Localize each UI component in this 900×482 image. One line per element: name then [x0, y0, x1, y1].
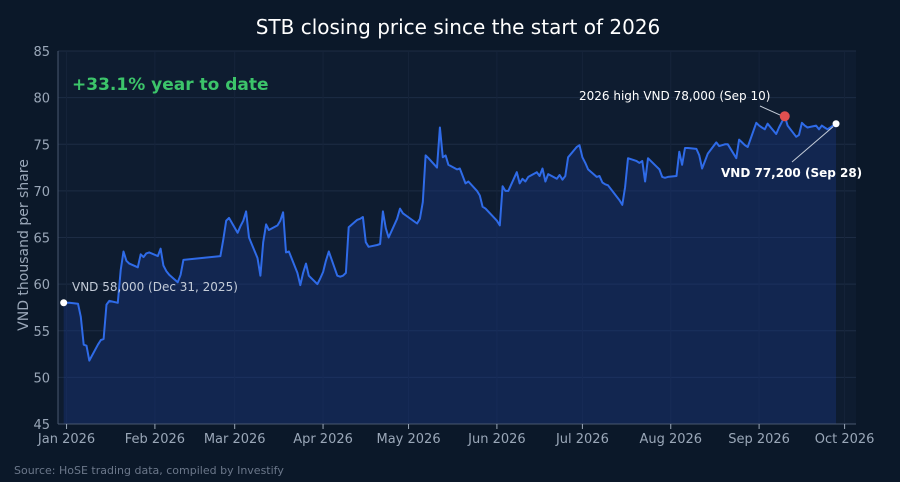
y-tick-label: 45: [33, 418, 50, 433]
start-marker: [60, 299, 68, 307]
x-tick-label: Sep 2026: [728, 432, 790, 447]
y-tick-label: 85: [33, 45, 50, 60]
y-tick-label: 55: [33, 325, 50, 340]
y-tick-label: 50: [33, 371, 50, 386]
x-tick-label: Feb 2026: [125, 432, 185, 447]
x-tick-label: Aug 2026: [639, 432, 702, 447]
y-tick-label: 80: [33, 92, 50, 107]
price-line: [63, 115, 837, 362]
end-price-annotation: VND 77,200 (Sep 28): [721, 166, 862, 180]
y-tick-label: 75: [33, 138, 50, 153]
x-tick-label: Mar 2026: [204, 432, 266, 447]
y-tick-label: 70: [33, 185, 50, 200]
x-tick-labels: Jan 2026 Feb 2026 Mar 2026 Apr 2026 May 2026…: [37, 424, 875, 447]
high-price-annotation: 2026 high VND 78,000 (Sep 10): [579, 89, 770, 103]
x-tick-label: May 2026: [377, 432, 441, 447]
end-marker: [832, 120, 840, 128]
high-leader-line: [759, 105, 781, 116]
y-tick-labels: 45 50 55 60 65 70 75 80 85: [33, 45, 50, 433]
end-leader-line: [791, 126, 834, 163]
chart-title: STB closing price since the start of 202…: [256, 15, 661, 39]
source-note: Source: HoSE trading data, compiled by I…: [14, 464, 284, 477]
high-marker: [779, 111, 790, 122]
y-axis-label: VND thousand per share: [16, 159, 32, 331]
x-tick-label: Jan 2026: [37, 432, 95, 447]
ytd-change-label: +33.1% year to date: [72, 75, 269, 95]
y-tick-label: 60: [33, 278, 50, 293]
x-tick-label: Jun 2026: [467, 432, 526, 447]
annotation-markers: [60, 105, 840, 307]
x-tick-label: Oct 2026: [815, 432, 875, 447]
y-tick-label: 65: [33, 232, 50, 247]
x-tick-label: Jul 2026: [555, 432, 609, 447]
price-area: [63, 116, 836, 425]
axes: [57, 51, 856, 425]
start-price-annotation: VND 58,000 (Dec 31, 2025): [72, 280, 238, 294]
x-tick-label: Apr 2026: [293, 432, 353, 447]
